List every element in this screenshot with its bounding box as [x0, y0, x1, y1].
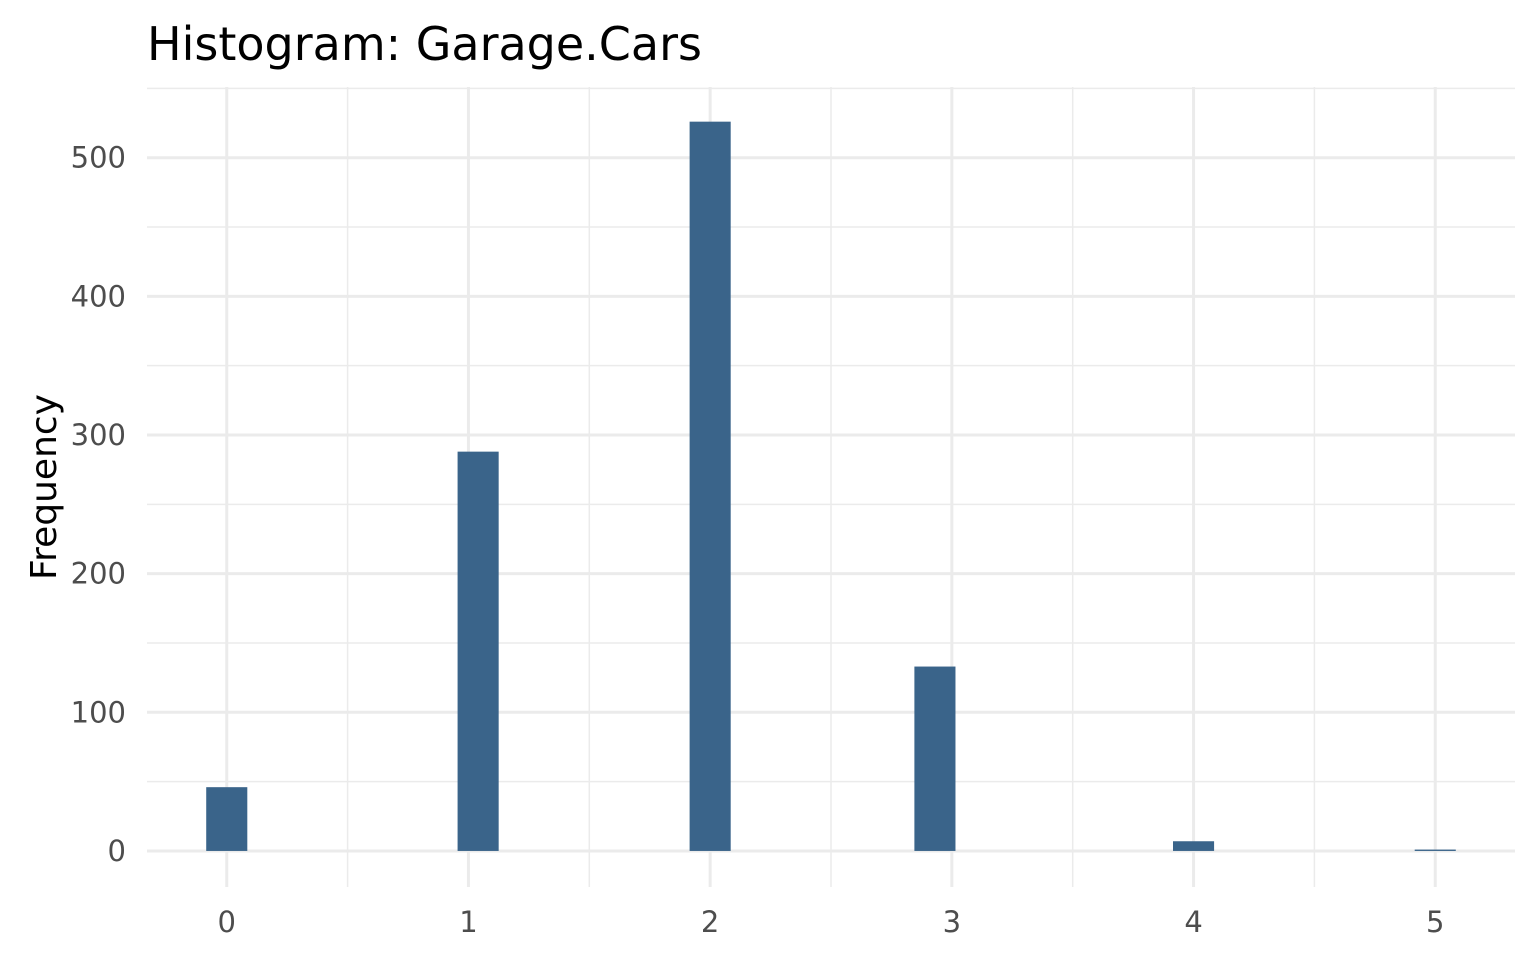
x-tick-label: 1 — [459, 905, 477, 939]
x-tick-label: 3 — [943, 905, 961, 939]
bar — [914, 666, 956, 851]
chart-title: Histogram: Garage.Cars — [147, 17, 702, 71]
bar — [1414, 849, 1456, 851]
y-tick-label: 0 — [108, 834, 126, 868]
bar — [689, 121, 731, 851]
x-tick-label: 2 — [701, 905, 719, 939]
bar — [457, 451, 499, 851]
x-tick-label: 5 — [1426, 905, 1444, 939]
grid-lines — [147, 87, 1515, 887]
y-tick-label: 500 — [71, 141, 126, 175]
x-tick-label: 0 — [218, 905, 236, 939]
y-tick-label: 100 — [71, 695, 126, 729]
y-axis-label: Frequency — [24, 394, 65, 580]
x-tick-label: 4 — [1184, 905, 1202, 939]
y-tick-labels: 0 100 200 300 400 500 — [71, 141, 126, 868]
y-tick-label: 400 — [71, 279, 126, 313]
y-tick-label: 200 — [71, 557, 126, 591]
bar — [1173, 841, 1215, 851]
x-tick-labels: 0 1 2 3 4 5 — [218, 905, 1445, 939]
y-tick-label: 300 — [71, 418, 126, 452]
bar — [206, 787, 248, 851]
bars — [206, 121, 1456, 851]
